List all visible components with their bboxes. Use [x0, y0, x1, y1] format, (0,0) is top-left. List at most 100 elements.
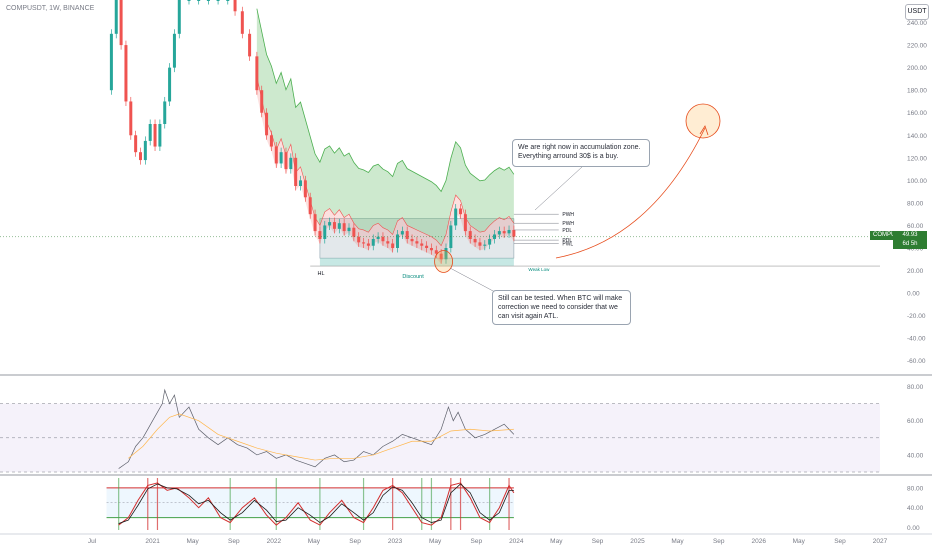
candle-body — [119, 0, 123, 46]
y-tick-label: 240.00 — [907, 20, 927, 27]
y-tick-label: 200.00 — [907, 65, 927, 72]
resistance-cloud — [256, 8, 514, 246]
y-tick-label: 60.00 — [907, 418, 924, 425]
x-tick-label: May — [308, 538, 321, 545]
candle-body — [153, 124, 157, 147]
candle-body — [376, 236, 380, 239]
x-tick-label: May — [550, 538, 563, 545]
candle-body — [197, 0, 201, 1]
projection-curve[interactable] — [555, 127, 706, 259]
y-tick-label: -20.00 — [907, 313, 926, 320]
candle-body — [163, 101, 167, 124]
candle-body — [391, 243, 395, 248]
candle-body — [357, 236, 361, 243]
candle-body — [468, 231, 472, 239]
candle-body — [109, 33, 113, 91]
candle-body — [420, 243, 424, 246]
price-panel: 240.00 220.00 200.00 180.00 160.00 140.00 120.… — [0, 0, 927, 365]
candle-body — [473, 238, 477, 243]
discount-label: Discount — [402, 274, 424, 280]
y-tick-label: 140.00 — [907, 133, 927, 140]
candle-body — [318, 231, 322, 239]
candle-body — [332, 222, 336, 229]
level-label: PWL — [562, 241, 573, 247]
symbol-price-tag: COMPUSDT — [870, 231, 911, 240]
level-label: PDL — [562, 238, 572, 244]
support-cloud — [256, 76, 514, 264]
candle-body — [114, 0, 118, 34]
candle-body — [328, 222, 332, 226]
y-tick-label: 80.00 — [907, 384, 924, 391]
atl-test-circle[interactable] — [434, 250, 453, 273]
y-tick-label: 80.00 — [907, 200, 924, 207]
x-tick-label: 2027 — [873, 538, 888, 545]
candle-body — [492, 234, 496, 239]
y-tick-label: 100.00 — [907, 178, 927, 185]
candle-body — [260, 90, 264, 113]
note-pointer — [534, 166, 583, 211]
candle-body — [168, 67, 172, 102]
candle-body — [502, 231, 506, 234]
candle-body — [143, 140, 147, 161]
y-tick-label: 0.00 — [907, 525, 920, 532]
candle-body — [512, 229, 516, 237]
candle-body — [240, 11, 244, 34]
candle-body — [303, 180, 307, 198]
candle-body — [400, 231, 404, 235]
atl-retest-note[interactable]: Still can be tested. When BTC will make … — [492, 290, 631, 325]
candle-body — [313, 214, 317, 232]
candle-body — [279, 152, 283, 164]
x-tick-label: May — [671, 538, 684, 545]
stoch-k-line — [118, 482, 515, 526]
candle-body — [226, 0, 230, 1]
stoch-d-line — [118, 483, 514, 524]
candle-body — [289, 157, 293, 170]
y-tick-label: 20.00 — [907, 268, 924, 275]
accumulation-note[interactable]: We are right now in accumulation zone. E… — [512, 139, 650, 167]
candle-body — [255, 56, 259, 91]
candle-body — [177, 0, 181, 34]
candle-body — [172, 33, 176, 68]
candle-body — [410, 238, 414, 242]
y-tick-label: -60.00 — [907, 358, 926, 365]
x-tick-label: Sep — [592, 538, 604, 545]
candle-body — [294, 157, 298, 186]
candle-body — [434, 250, 438, 254]
y-tick-label: 60.00 — [907, 223, 924, 230]
candle-body — [362, 242, 366, 244]
level-label: PWH — [562, 212, 574, 218]
x-tick-label: Jul — [88, 538, 97, 545]
candle-body — [124, 45, 128, 102]
candle-body — [444, 248, 448, 260]
note-pointer — [449, 267, 496, 293]
currency-unit-button[interactable]: USDT — [905, 4, 929, 20]
x-tick-label: 2021 — [145, 538, 160, 545]
y-tick-label: 120.00 — [907, 155, 927, 162]
candle-body — [265, 112, 269, 136]
candle-body — [347, 227, 351, 232]
candle-body — [459, 208, 463, 215]
y-tick-label: 40.00 — [907, 246, 924, 253]
candle-body — [337, 223, 341, 229]
x-tick-label: Sep — [349, 538, 361, 545]
y-tick-label: -40.00 — [907, 336, 926, 343]
current-price-label: 49.93 — [893, 231, 927, 240]
y-tick-label: 160.00 — [907, 110, 927, 117]
target-circle[interactable] — [685, 103, 721, 139]
rsi-line — [118, 388, 515, 469]
candle-body — [284, 152, 288, 170]
candle-body — [415, 241, 419, 244]
x-tick-label: May — [186, 538, 199, 545]
candle-body — [274, 146, 278, 164]
x-tick-label: 2026 — [752, 538, 767, 545]
candle-body — [248, 33, 252, 57]
rsi-panel: 80.00 60.00 40.00 — [0, 384, 924, 473]
x-tick-label: May — [793, 538, 806, 545]
time-axis: Jul 2021 May Sep 2022 May Sep 2023 May Sep 2024 May… — [88, 538, 888, 545]
candle-body — [454, 208, 458, 226]
cloud-upper-line — [256, 8, 515, 193]
rsi-ma-line — [128, 413, 514, 461]
candle-body — [425, 245, 429, 248]
